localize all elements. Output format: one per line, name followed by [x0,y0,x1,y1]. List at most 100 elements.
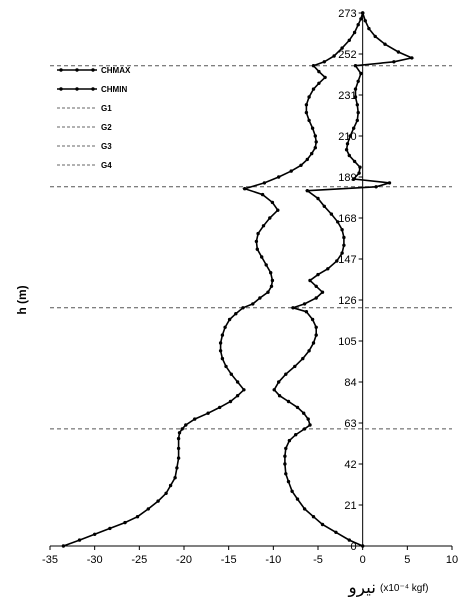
data-point-chmax [352,126,356,130]
data-point-chmin [123,520,127,525]
data-point-chmin [323,75,327,80]
data-point-chmin [180,427,184,431]
data-point-chmin [264,263,268,267]
y-tick-label: 273 [338,8,356,20]
data-point-chmax [284,446,288,451]
data-point-chmax [302,507,307,511]
data-point-chmax [345,142,350,146]
data-point-chmin [108,526,112,531]
y-tick-label: 42 [344,459,356,471]
data-point-chmax [352,177,356,181]
data-point-chmin [289,169,293,173]
data-point-chmin [269,284,274,288]
data-point-chmax [310,317,315,322]
data-point-chmax [306,417,310,421]
data-point-chmax [302,427,307,431]
data-point-chmin [269,271,273,275]
data-point-chmin [235,394,240,398]
data-point-chmax [329,212,334,216]
data-point-chmax [286,399,291,404]
data-point-chmax [373,34,377,39]
data-point-chmax [383,42,387,46]
data-point-chmin [224,364,228,369]
data-point-chmin [175,466,179,470]
data-point-chmin [356,23,360,27]
data-point-chmin [347,38,351,42]
data-point-chmin [77,538,82,542]
data-point-chmin [305,157,309,162]
data-point-chmin [304,103,309,107]
data-point-chmax [316,272,320,277]
data-point-chmax [308,423,312,427]
data-point-chmin [313,146,317,150]
data-point-chmin [310,151,314,156]
data-point-chmin [340,46,344,50]
data-point-chmax [294,433,298,437]
data-point-chmax [314,325,318,329]
data-point-chmin [218,349,223,353]
legend-label-g2: G2 [101,123,112,132]
data-point-chmin [220,356,225,361]
data-point-chmin [299,163,303,167]
data-point-chmax [305,189,309,193]
x-tick-label: -15 [221,554,237,566]
data-point-chmax [344,148,349,152]
data-point-chmax [374,185,378,189]
y-tick-label: 252 [338,49,356,61]
data-point-chmin [93,532,97,536]
data-point-chmin [235,380,240,384]
data-point-chmax [284,472,288,476]
data-point-chmax [320,522,325,527]
x-tick-label: -25 [131,554,147,566]
data-point-chmax [304,310,309,314]
data-point-chmin [176,446,181,451]
data-point-chmin [317,81,321,86]
data-point-chmin [193,417,197,421]
data-point-chmax [320,290,325,294]
data-point-chmax [392,60,396,64]
data-point-chmin [234,312,238,316]
data-point-chmin [251,302,255,306]
data-point-chmin [176,436,181,441]
y-tick-labels: 0 21 42 63 84 105 126 147 168 189 210 231 252 273 [338,8,356,553]
data-point-chmax [277,380,281,384]
data-point-chmax [307,349,311,353]
y-tick-label: 63 [344,418,356,430]
data-point-chmax [347,153,351,158]
data-point-chmax [410,56,414,60]
data-point-chmin [310,126,315,130]
data-point-chmin [311,63,316,68]
data-point-chmax [396,50,401,54]
y-tick-label: 189 [338,172,356,184]
data-point-chmax [314,296,318,300]
y-tick-label: 84 [344,377,356,389]
data-point-chmax [357,171,361,175]
data-point-chmax [283,462,287,466]
data-point-chmin [261,224,266,228]
legend: CHMAX CHMIN G1 G2 G3 G4 [57,66,131,170]
data-point-chmax [283,454,287,458]
data-point-chmin [304,110,309,115]
data-point-chmin [332,54,336,58]
legend-label-g4: G4 [101,161,112,170]
data-point-chmax [359,71,363,76]
data-point-chmax [295,497,300,501]
data-point-chmax [286,479,291,484]
data-point-chmax [302,411,306,415]
data-point-chmax [353,63,358,68]
data-point-chmin [277,175,281,179]
y-tick-label: 126 [338,295,356,307]
data-point-chmax [301,356,305,361]
data-point-chmin [254,239,259,244]
data-point-chmin [313,134,317,138]
data-point-chmax [314,284,318,288]
data-point-chmin [220,333,225,337]
x-tick-label: -20 [176,554,192,566]
x-tick-label: 10 [446,554,458,566]
data-point-chmin [268,216,272,220]
data-point-chmax [363,19,367,23]
data-point-chmax [334,530,338,534]
guide-lines [50,65,452,430]
data-point-chmax [287,438,292,443]
data-point-chmax [284,372,288,376]
